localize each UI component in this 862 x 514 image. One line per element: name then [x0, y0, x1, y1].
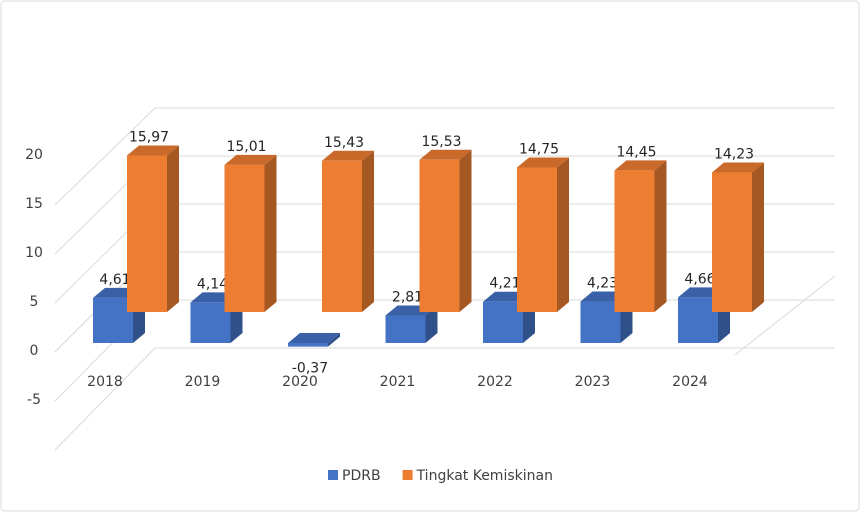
data-label: 15,43	[324, 135, 364, 151]
bar-side	[459, 149, 472, 312]
data-label: 4,21	[489, 276, 520, 292]
x-tick-label: 2022	[477, 374, 513, 390]
bar-top	[127, 145, 179, 156]
data-label: 14,45	[616, 144, 656, 160]
y-tick-label: -5	[27, 392, 41, 408]
bar-side	[654, 160, 667, 312]
legend-label: Tingkat Kemiskinan	[416, 468, 553, 484]
bar-side	[557, 157, 569, 312]
bar	[288, 343, 328, 347]
data-label: 4,61	[99, 272, 130, 288]
data-label: 14,75	[519, 141, 559, 157]
bar-top	[614, 160, 667, 171]
bar-top	[712, 162, 764, 173]
x-tick-label: 2021	[380, 374, 416, 390]
bar-side	[752, 162, 764, 312]
data-label: 14,23	[714, 147, 754, 163]
bar	[517, 167, 557, 312]
bar	[93, 297, 133, 343]
bar	[127, 155, 167, 312]
data-label: 4,66	[684, 271, 715, 287]
x-tick-label: 2019	[185, 374, 221, 390]
grid-line	[54, 107, 156, 206]
bar	[712, 172, 752, 312]
bar-top	[288, 333, 340, 343]
data-label: 2,81	[392, 289, 423, 305]
data-label: -0,37	[292, 361, 328, 377]
bar-side	[328, 333, 340, 347]
bar	[224, 164, 265, 312]
x-tick-label: 2024	[672, 374, 708, 390]
bar	[678, 297, 718, 343]
bar	[322, 160, 362, 312]
bar	[614, 170, 655, 312]
data-label: 4,23	[587, 276, 618, 292]
grid-line	[54, 347, 156, 451]
y-tick-label: 0	[30, 343, 39, 359]
bar-side	[425, 305, 438, 343]
bar	[580, 301, 621, 343]
bar-side	[362, 150, 374, 312]
bar	[190, 302, 231, 343]
floor-edge	[734, 275, 836, 356]
data-label: 4,14	[197, 276, 228, 292]
y-tick-label: 5	[30, 294, 39, 310]
bar	[385, 315, 426, 343]
x-tick-label: 2018	[87, 374, 123, 390]
legend-swatch	[328, 470, 338, 480]
data-label: 15,97	[129, 129, 169, 145]
legend-swatch	[402, 470, 413, 480]
bar-top	[224, 154, 277, 165]
bar-side	[167, 145, 179, 312]
bar-top	[419, 149, 472, 160]
x-tick-label: 2023	[575, 374, 611, 390]
data-label: 15,01	[226, 139, 266, 155]
bar	[419, 159, 460, 312]
bar-top	[517, 157, 569, 168]
y-tick-label: 20	[25, 147, 43, 163]
x-tick-label: 2020	[282, 374, 318, 390]
bar-top	[322, 150, 374, 161]
bar	[483, 301, 523, 343]
y-tick-label: 15	[25, 196, 43, 212]
legend-label: PDRB	[342, 468, 381, 484]
data-label: 15,53	[421, 134, 461, 150]
bar-side	[264, 154, 277, 312]
y-tick-label: 10	[25, 245, 43, 261]
